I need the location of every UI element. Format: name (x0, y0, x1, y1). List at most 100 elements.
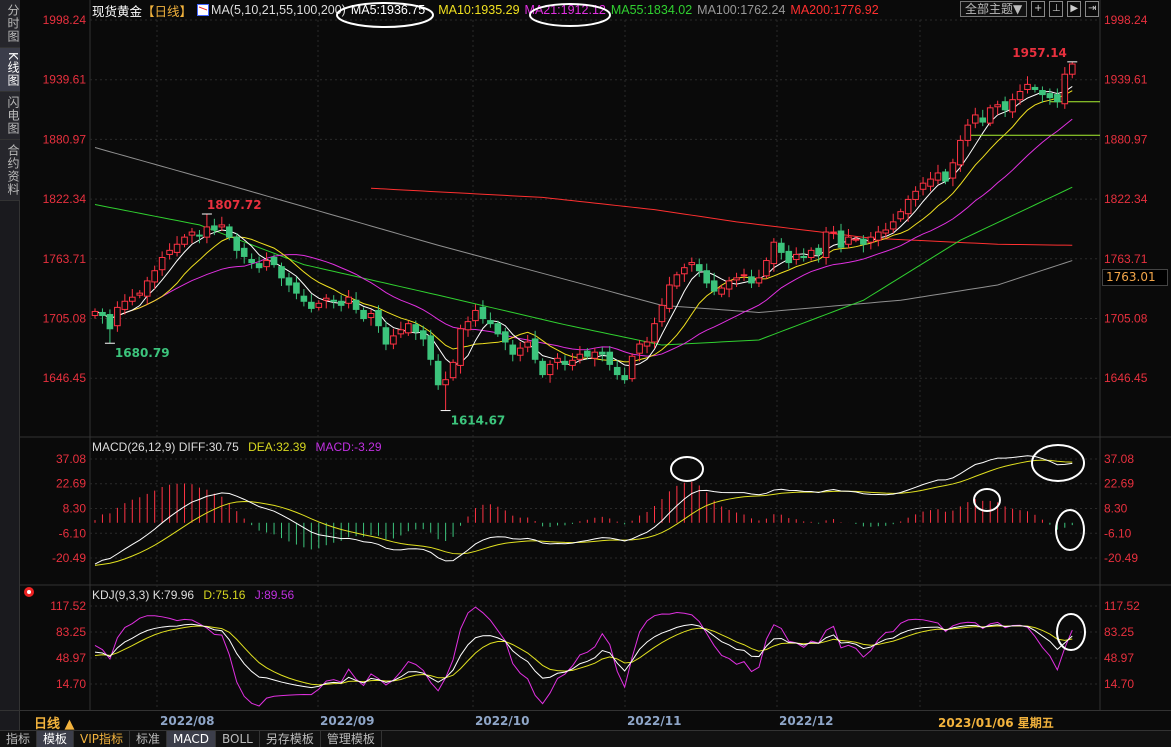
left-axis-label: 1880.97 (43, 132, 87, 146)
play-icon[interactable]: ▶ (1067, 1, 1082, 17)
zoom-in-icon[interactable]: ⊥ (1049, 1, 1064, 17)
sidebar-tab-timeshare[interactable]: 分时图 (0, 0, 20, 48)
candle-body (606, 351, 614, 365)
candle (457, 324, 464, 374)
kdj-settings-icon[interactable] (24, 587, 34, 597)
month-label: 2022/11 (627, 714, 682, 728)
extreme-label: 1680.79 (115, 346, 170, 360)
candle (882, 222, 890, 239)
tab-vip-indicator[interactable]: VIP指标 (74, 731, 131, 747)
kline-chart[interactable]: 1998.24 1998.24 1939.61 1939.61 1880.97 1880.… (0, 0, 1171, 710)
candle (748, 269, 755, 289)
date-axis: 日线 ▲ 2022/08 2022/09 2022/10 2022/11 202… (0, 710, 1171, 732)
macd-diff-line (94, 455, 1073, 565)
candle (986, 104, 994, 127)
candle-body (979, 117, 987, 123)
tab-macd[interactable]: MACD (167, 731, 217, 747)
tab-boll[interactable]: BOLL (216, 731, 260, 747)
left-axis-label: -6.10 (59, 526, 87, 540)
candle-body (524, 341, 531, 348)
candle-body (882, 229, 890, 234)
period-selector[interactable]: 日线 ▲ (34, 717, 75, 732)
candle (971, 107, 979, 129)
candle (487, 312, 494, 328)
candle-body (815, 247, 822, 255)
left-axis-label: -20.49 (52, 551, 86, 565)
month-label: 2022/12 (779, 714, 834, 728)
ma100-value: MA100:1762.24 (697, 3, 786, 17)
candle-body (718, 287, 725, 295)
candle-body (382, 327, 390, 345)
candle (427, 329, 434, 366)
month-label: 2022/09 (320, 714, 375, 728)
period-label: 【日线】 (142, 4, 193, 19)
candle-body (106, 314, 114, 330)
candle-body (405, 323, 412, 334)
sidebar: 分时图 K线图 闪电图 合约资料 (0, 0, 20, 730)
candle-body (449, 361, 457, 379)
candle (382, 321, 390, 351)
candle-body (897, 211, 904, 220)
candle (1046, 88, 1054, 105)
sidebar-tab-kline[interactable]: K线图 (0, 48, 20, 92)
tab-standard[interactable]: 标准 (130, 731, 168, 747)
candle-body (673, 274, 681, 287)
candle-body (912, 190, 919, 200)
candle (681, 263, 688, 282)
candle (800, 248, 808, 262)
candle (822, 226, 830, 265)
ma21-line (94, 118, 1073, 357)
candle-body (942, 171, 949, 182)
candle-body (345, 296, 352, 304)
candle (143, 276, 151, 305)
candle-body (628, 355, 636, 380)
candle-body (800, 255, 808, 258)
right-axis-label: 22.69 (1104, 477, 1134, 491)
tab-template[interactable]: 模板 (37, 731, 75, 747)
candle (875, 225, 882, 247)
candle (830, 225, 837, 240)
sidebar-tab-flash[interactable]: 闪电图 (0, 91, 20, 140)
candle-body (584, 350, 591, 357)
candle (412, 320, 420, 340)
exit-icon[interactable]: ⇥ (1085, 1, 1100, 17)
candle-body (1016, 91, 1024, 101)
candle-body (263, 260, 270, 268)
tab-manage-template[interactable]: 管理模板 (321, 731, 382, 747)
candle (792, 247, 800, 265)
candle-body (1046, 93, 1054, 99)
tab-save-template[interactable]: 另存模板 (260, 731, 321, 747)
candle (1061, 67, 1069, 109)
candle-body (367, 312, 375, 319)
candle (1009, 93, 1016, 118)
right-axis-label: 1998.24 (1104, 13, 1148, 27)
ma100-line (94, 147, 1073, 313)
candle (360, 307, 367, 322)
candle (942, 168, 949, 185)
candle-body (636, 343, 643, 354)
candle (173, 236, 181, 257)
candle (308, 294, 315, 313)
tab-indicator[interactable]: 指标 (0, 731, 38, 747)
candle (554, 353, 561, 370)
candle-body (919, 182, 927, 190)
kdj-k: K:79.96 (152, 588, 195, 602)
candle-body (598, 351, 606, 355)
extreme-label: 1614.67 (451, 414, 506, 428)
macd-value: MACD:-3.29 (315, 440, 382, 454)
right-axis-label: -6.10 (1104, 526, 1132, 540)
sidebar-tab-contract-info[interactable]: 合约资料 (0, 139, 20, 201)
right-axis-label: 14.70 (1104, 677, 1134, 691)
candle-body (337, 300, 345, 306)
candle (1001, 96, 1009, 117)
theme-dropdown[interactable]: 全部主题▼ (960, 1, 1028, 17)
crosshair-icon[interactable]: + (1031, 1, 1046, 17)
indicator-chart-icon[interactable] (197, 4, 210, 16)
candle-body (927, 178, 934, 187)
candle (531, 330, 539, 364)
candle-body (308, 301, 315, 309)
candle-body (464, 321, 472, 331)
right-axis-label: 37.08 (1104, 452, 1134, 466)
ma200-value: MA200:1776.92 (790, 3, 879, 17)
macd-title: MACD(26,12,9) (92, 440, 176, 454)
